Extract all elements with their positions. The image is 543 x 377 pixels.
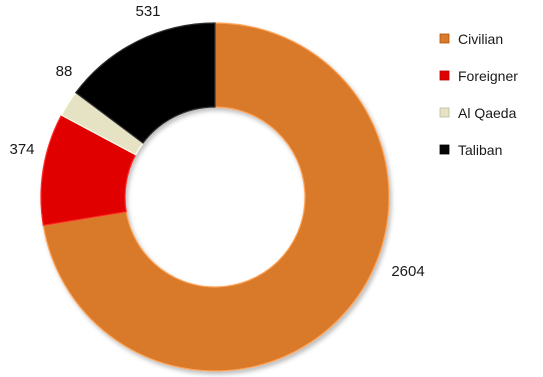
legend-label-foreigner: Foreigner [458,68,518,84]
legend-label-al-qaeda: Al Qaeda [458,105,517,121]
data-labels-group: 2604 374 88 531 [9,3,424,280]
data-label-foreigner: 374 [9,141,34,158]
legend-label-taliban: Taliban [458,142,502,158]
legend-swatch-taliban [439,144,450,155]
legend-swatch-al-qaeda [439,107,450,118]
legend: Civilian Foreigner Al Qaeda Taliban [439,31,518,158]
slice-taliban[interactable] [74,22,216,144]
legend-swatch-civilian [439,33,450,44]
legend-label-civilian: Civilian [458,31,503,47]
data-label-civilian: 2604 [391,263,424,280]
legend-swatch-foreigner [439,70,450,81]
data-label-taliban: 531 [135,3,160,20]
slice-civilian[interactable] [42,22,390,372]
data-label-al-qaeda: 88 [56,63,73,80]
slices-group [40,22,390,372]
